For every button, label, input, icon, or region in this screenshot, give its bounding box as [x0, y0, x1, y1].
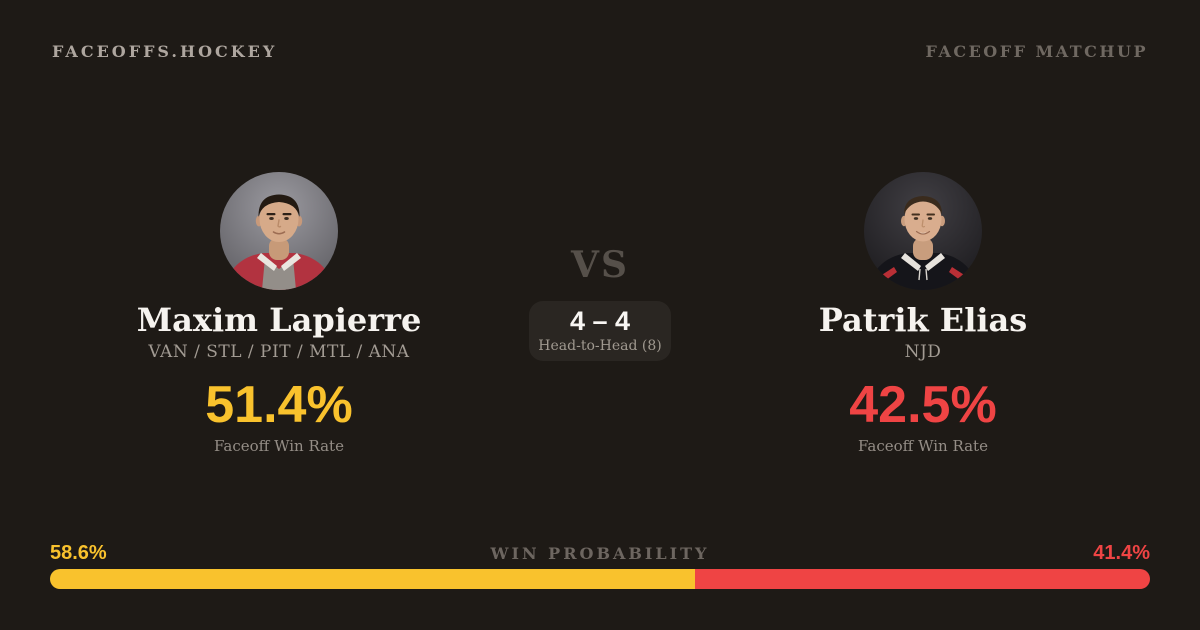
- win-probability-left-pct: 58.6%: [50, 542, 107, 564]
- faceoff-win-rate-label-right: Faceoff Win Rate: [858, 436, 988, 455]
- win-probability-right-pct: 41.4%: [1093, 542, 1150, 564]
- win-bar-right: [694, 569, 1150, 589]
- faceoff-win-rate-label-left: Faceoff Win Rate: [214, 436, 344, 455]
- win-bar-left: [50, 569, 695, 589]
- topbar: FACEOFFS.HOCKEY FACEOFF MATCHUP: [52, 42, 1148, 61]
- win-probability-labels: 58.6% WIN PROBABILITY 41.4%: [50, 541, 1150, 565]
- player-name-right: Patrik Elias: [818, 301, 1028, 339]
- site-title: FACEOFFS.HOCKEY: [52, 42, 278, 61]
- faceoff-win-rate-value-right: 42.5%: [849, 375, 997, 434]
- player-headshot-right-image: [864, 172, 982, 290]
- vs-label: VS: [571, 244, 629, 286]
- player-headshot-left-image: [220, 172, 338, 290]
- faceoff-win-rate-value-left: 51.4%: [205, 375, 353, 434]
- player-photo-left: [220, 172, 338, 290]
- player-card-right: Patrik Elias NJD 42.5% Faceoff Win Rate: [763, 172, 1083, 455]
- head-to-head-box: 4 – 4 Head-to-Head (8): [529, 300, 671, 361]
- head-to-head-label: Head-to-Head (8): [538, 338, 662, 355]
- matchup-center: VS 4 – 4 Head-to-Head (8): [450, 244, 750, 361]
- page-label: FACEOFF MATCHUP: [925, 42, 1148, 61]
- player-card-left: Maxim Lapierre VAN / STL / PIT / MTL / A…: [119, 172, 439, 455]
- player-teams-right: NJD: [904, 342, 942, 363]
- player-photo-right: [864, 172, 982, 290]
- win-probability-title: WIN PROBABILITY: [490, 544, 710, 563]
- player-teams-left: VAN / STL / PIT / MTL / ANA: [148, 342, 410, 363]
- player-name-left: Maxim Lapierre: [136, 301, 422, 339]
- head-to-head-score: 4 – 4: [569, 305, 631, 336]
- win-probability-bar: [50, 569, 1150, 589]
